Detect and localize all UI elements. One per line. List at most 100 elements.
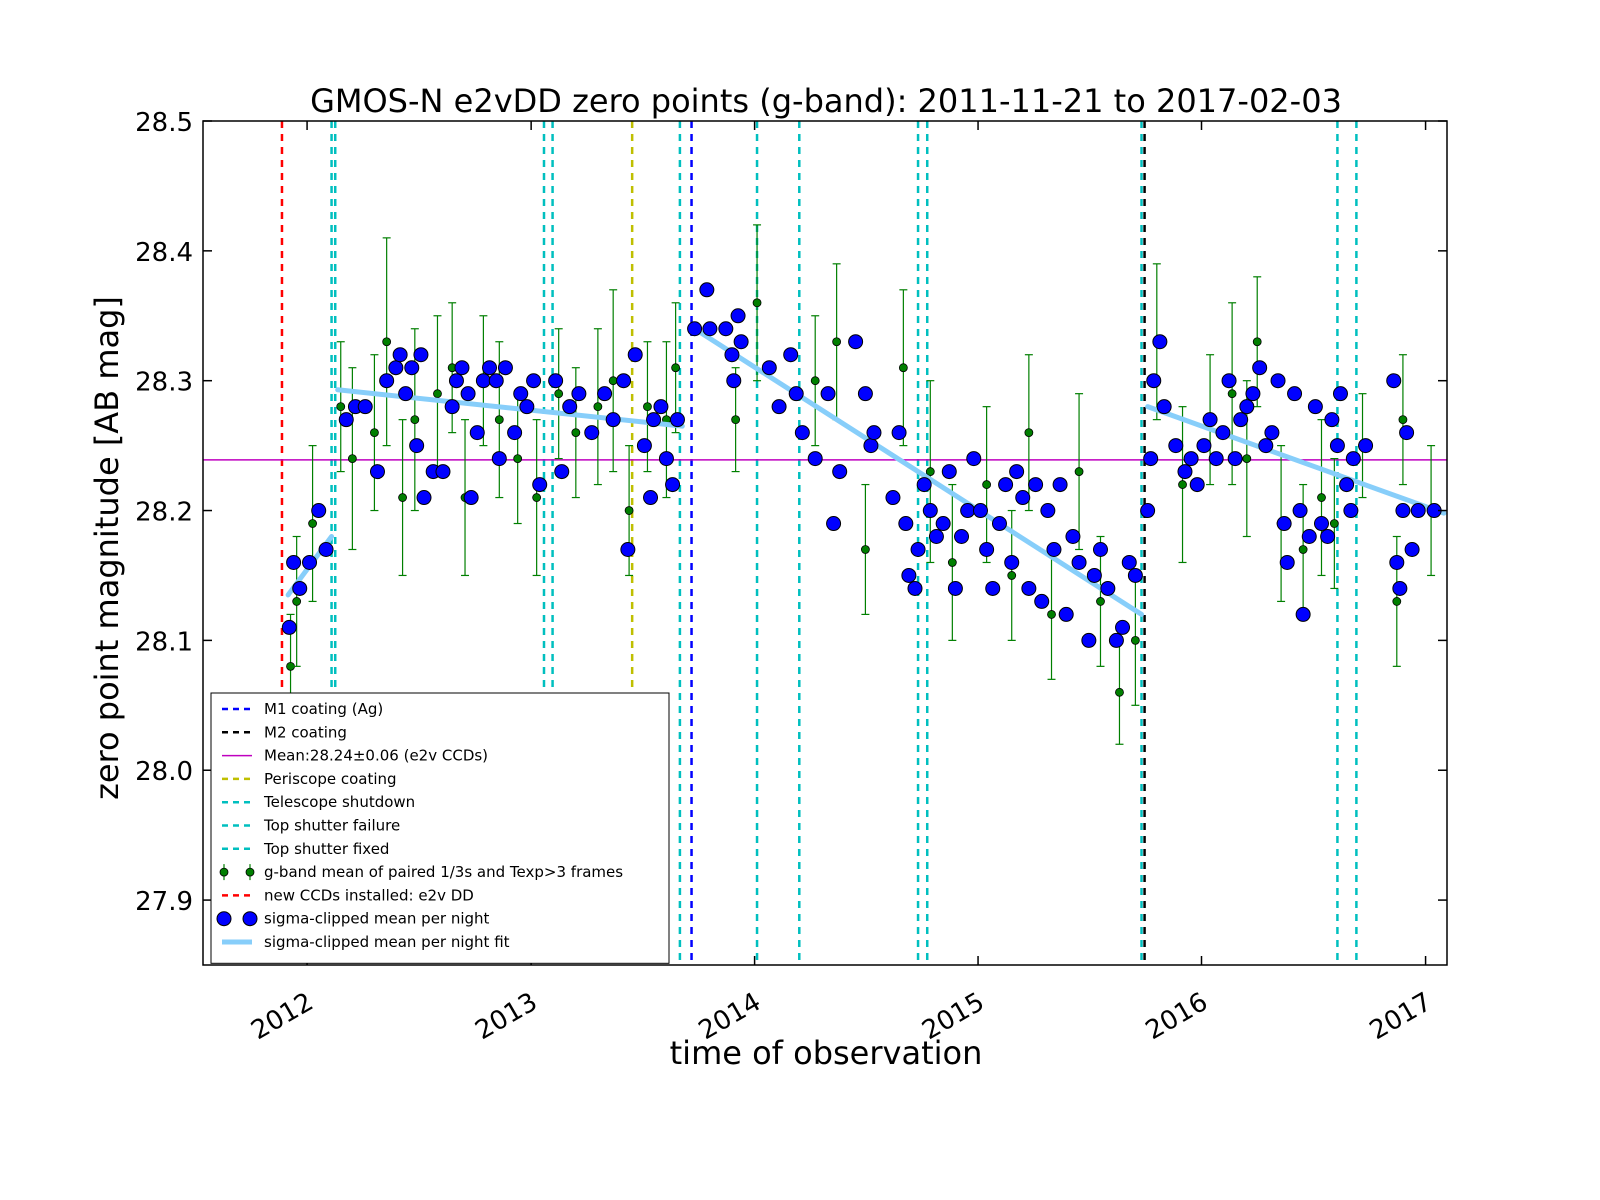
nightly-mean-series bbox=[281, 282, 1442, 648]
nightly-mean-point bbox=[1015, 490, 1031, 506]
nightly-mean-point bbox=[1004, 554, 1020, 570]
nightly-mean-point bbox=[1392, 580, 1408, 596]
g-band-point bbox=[671, 363, 681, 373]
nightly-mean-point bbox=[998, 477, 1014, 493]
y-tick-label: 28.4 bbox=[135, 238, 193, 268]
nightly-mean-point bbox=[1086, 567, 1102, 583]
nightly-mean-point bbox=[726, 373, 742, 389]
nightly-mean-point bbox=[513, 386, 529, 402]
nightly-mean-point bbox=[1287, 386, 1303, 402]
nightly-mean-point bbox=[724, 347, 740, 363]
nightly-mean-point bbox=[1264, 425, 1280, 441]
nightly-mean-point bbox=[866, 425, 882, 441]
y-tick-label: 28.0 bbox=[135, 757, 193, 787]
nightly-mean-point bbox=[388, 360, 404, 376]
y-tick-label: 28.2 bbox=[135, 498, 193, 528]
y-axis-label: zero point magnitude [AB mag] bbox=[88, 296, 126, 800]
g-band-point bbox=[982, 480, 992, 489]
nightly-mean-point bbox=[1046, 541, 1062, 557]
nightly-mean-point bbox=[584, 425, 600, 441]
nightly-mean-point bbox=[460, 386, 476, 402]
nightly-mean-point bbox=[1140, 503, 1156, 519]
nightly-mean-point bbox=[409, 438, 425, 454]
nightly-mean-point bbox=[1227, 451, 1243, 467]
g-band-point bbox=[643, 402, 652, 412]
nightly-mean-point bbox=[636, 438, 652, 454]
nightly-mean-point bbox=[398, 386, 414, 402]
y-tick-label: 28.5 bbox=[135, 108, 193, 138]
nightly-mean-point bbox=[627, 347, 643, 363]
plot-area bbox=[202, 120, 1448, 966]
nightly-mean-point bbox=[646, 412, 662, 428]
nightly-mean-point bbox=[1245, 386, 1261, 402]
nightly-mean-point bbox=[1052, 477, 1068, 493]
nightly-mean-point bbox=[311, 503, 327, 519]
nightly-mean-point bbox=[1332, 386, 1348, 402]
nightly-mean-point bbox=[491, 451, 507, 467]
g-band-point bbox=[336, 402, 346, 412]
nightly-mean-point bbox=[1196, 438, 1212, 454]
nightly-mean-point bbox=[463, 490, 479, 506]
nightly-mean-point bbox=[1168, 438, 1184, 454]
fit-line-segment bbox=[692, 326, 1145, 617]
nightly-mean-point bbox=[488, 373, 504, 389]
g-band-point bbox=[1024, 428, 1034, 438]
nightly-mean-point bbox=[475, 373, 491, 389]
nightly-mean-point bbox=[1252, 360, 1268, 376]
legend-label: g-band mean of paired 1/3s and Texp>3 fr… bbox=[264, 863, 623, 881]
g-band-point bbox=[1252, 337, 1262, 347]
g-band-point bbox=[1074, 467, 1084, 476]
nightly-mean-point bbox=[532, 477, 548, 493]
nightly-mean-point bbox=[658, 451, 674, 467]
nightly-mean-point bbox=[1307, 399, 1323, 415]
nightly-mean-point bbox=[907, 580, 923, 596]
legend-label: Telescope shutdown bbox=[263, 793, 415, 811]
x-axis-label: time of observation bbox=[670, 1034, 983, 1072]
nightly-mean-point bbox=[616, 373, 632, 389]
nightly-mean-point bbox=[1399, 425, 1415, 441]
legend-label: new CCDs installed: e2v DD bbox=[264, 886, 474, 904]
g-band-point bbox=[308, 519, 317, 528]
legend: M1 coating (Ag) M2 coating Mean:28.24±0.06… bbox=[210, 692, 670, 964]
nightly-mean-point bbox=[1324, 412, 1340, 428]
nightly-mean-point bbox=[448, 373, 464, 389]
nightly-mean-point bbox=[357, 399, 373, 415]
g-band-point bbox=[513, 454, 523, 464]
legend-label: Top shutter failure bbox=[263, 817, 400, 835]
nightly-mean-point bbox=[1028, 477, 1044, 493]
nightly-mean-point bbox=[653, 399, 669, 415]
g-band-point bbox=[608, 376, 618, 386]
nightly-mean-point bbox=[379, 373, 395, 389]
nightly-mean-point bbox=[941, 464, 957, 480]
legend-box bbox=[210, 692, 670, 964]
nightly-mean-point bbox=[826, 516, 842, 532]
g-band-point bbox=[1178, 480, 1187, 489]
g-band-point bbox=[410, 415, 420, 425]
nightly-mean-point bbox=[1279, 554, 1295, 570]
g-band-point bbox=[1227, 389, 1237, 399]
nightly-mean-point bbox=[1034, 593, 1050, 609]
g-band-point bbox=[347, 454, 357, 464]
nightly-mean-point bbox=[718, 321, 734, 337]
g-band-point bbox=[861, 545, 870, 554]
nightly-mean-point bbox=[519, 399, 535, 415]
nightly-mean-point bbox=[454, 360, 470, 376]
nightly-mean-point bbox=[699, 282, 715, 298]
nightly-mean-point bbox=[928, 529, 944, 545]
nightly-mean-point bbox=[1202, 412, 1218, 428]
nightly-mean-point bbox=[702, 321, 718, 337]
nightly-mean-point bbox=[404, 360, 420, 376]
nightly-mean-point bbox=[1021, 580, 1037, 596]
nightly-mean-point bbox=[1358, 438, 1374, 454]
g-band-point bbox=[1392, 597, 1402, 606]
g-band-point bbox=[433, 389, 442, 399]
nightly-mean-point bbox=[482, 360, 498, 376]
nightly-mean-point bbox=[1100, 580, 1116, 596]
nightly-mean-point bbox=[1152, 334, 1168, 350]
nightly-mean-point bbox=[1009, 464, 1025, 480]
nightly-mean-point bbox=[281, 619, 297, 635]
nightly-mean-point bbox=[1410, 503, 1426, 519]
nightly-mean-point bbox=[620, 541, 636, 557]
nightly-mean-point bbox=[1301, 529, 1317, 545]
